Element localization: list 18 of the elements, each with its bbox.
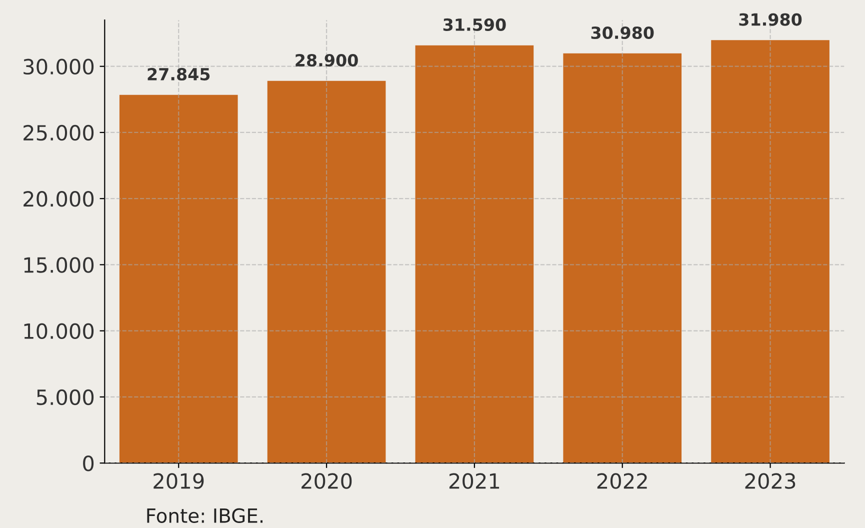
data-label: 28.900: [296, 54, 358, 67]
data-label: 31.980: [739, 13, 802, 26]
source-note: Fonte: IBGE.: [147, 508, 263, 523]
x-tick-label: 2023: [745, 473, 796, 489]
y-tick-label: 10.000: [24, 323, 94, 340]
y-tick-label: 15.000: [24, 257, 94, 273]
y-tick-label: 5.000: [36, 389, 94, 406]
data-label: 31.590: [443, 18, 506, 31]
x-tick-label: 2019: [154, 473, 204, 489]
x-tick-label: 2022: [597, 473, 647, 489]
y-tick-label: 30.000: [24, 58, 94, 75]
y-tick-label: 20.000: [24, 191, 94, 207]
data-label: 30.980: [591, 26, 654, 40]
y-tick-label: 25.000: [24, 124, 94, 141]
data-label: 27.845: [148, 68, 210, 81]
x-tick-label: 2021: [449, 473, 500, 489]
y-tick-label: 0: [83, 456, 94, 472]
x-tick-label: 2020: [302, 473, 352, 489]
